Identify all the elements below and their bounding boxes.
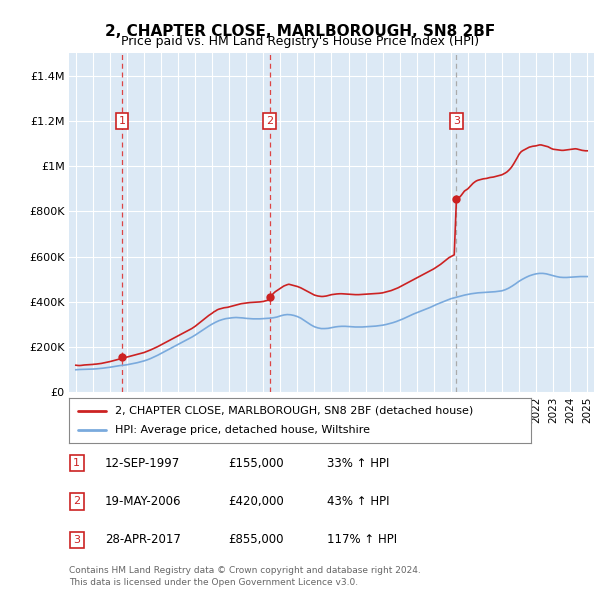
Text: £155,000: £155,000 bbox=[228, 457, 284, 470]
Text: 28-APR-2017: 28-APR-2017 bbox=[105, 533, 181, 546]
Text: 43% ↑ HPI: 43% ↑ HPI bbox=[327, 495, 389, 508]
Text: £420,000: £420,000 bbox=[228, 495, 284, 508]
Text: 2, CHAPTER CLOSE, MARLBOROUGH, SN8 2BF: 2, CHAPTER CLOSE, MARLBOROUGH, SN8 2BF bbox=[105, 24, 495, 38]
Text: 2: 2 bbox=[266, 116, 274, 126]
Text: HPI: Average price, detached house, Wiltshire: HPI: Average price, detached house, Wilt… bbox=[115, 425, 370, 435]
Text: £855,000: £855,000 bbox=[228, 533, 284, 546]
Text: 19-MAY-2006: 19-MAY-2006 bbox=[105, 495, 182, 508]
Text: 2: 2 bbox=[73, 497, 80, 506]
Text: 2, CHAPTER CLOSE, MARLBOROUGH, SN8 2BF (detached house): 2, CHAPTER CLOSE, MARLBOROUGH, SN8 2BF (… bbox=[115, 406, 473, 415]
Text: 1: 1 bbox=[73, 458, 80, 468]
Text: 3: 3 bbox=[453, 116, 460, 126]
Text: 117% ↑ HPI: 117% ↑ HPI bbox=[327, 533, 397, 546]
Text: Price paid vs. HM Land Registry's House Price Index (HPI): Price paid vs. HM Land Registry's House … bbox=[121, 35, 479, 48]
Text: Contains HM Land Registry data © Crown copyright and database right 2024.
This d: Contains HM Land Registry data © Crown c… bbox=[69, 566, 421, 587]
Text: 12-SEP-1997: 12-SEP-1997 bbox=[105, 457, 180, 470]
Text: 33% ↑ HPI: 33% ↑ HPI bbox=[327, 457, 389, 470]
Text: 1: 1 bbox=[119, 116, 125, 126]
Text: 3: 3 bbox=[73, 535, 80, 545]
